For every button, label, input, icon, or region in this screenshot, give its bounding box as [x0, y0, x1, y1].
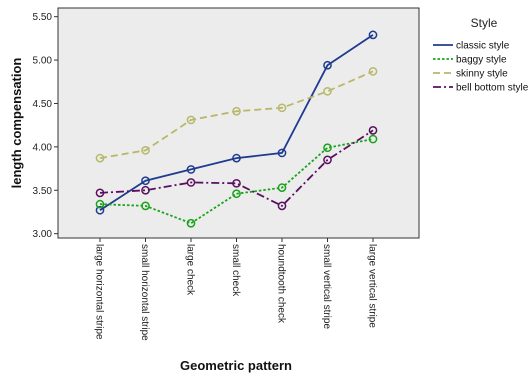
data-point — [232, 153, 241, 163]
y-tick-label: 3.50 — [33, 186, 53, 197]
x-tick-label: small horizontal stripe — [139, 244, 150, 341]
data-point — [368, 126, 378, 135]
data-point — [232, 178, 241, 188]
data-point — [277, 183, 287, 193]
data-point — [141, 185, 150, 195]
legend-label: classic style — [456, 41, 510, 52]
data-point — [95, 199, 105, 209]
data-point — [186, 115, 196, 125]
data-point — [141, 201, 150, 211]
series-line-classic-style — [99, 34, 374, 211]
series-line-bell-bottom-style — [99, 129, 374, 207]
data-point — [323, 143, 332, 153]
data-point — [232, 189, 241, 199]
data-point — [232, 106, 241, 116]
data-point — [186, 218, 196, 228]
x-tick-label: large vertical stripe — [367, 244, 378, 328]
y-tick-label: 4.50 — [33, 99, 53, 110]
data-point — [277, 103, 287, 113]
y-tick-label: 5.00 — [33, 56, 53, 67]
data-point — [141, 145, 150, 155]
series-lines — [99, 34, 374, 225]
series-line-skinny-style — [99, 70, 374, 160]
legend: Style classic style baggy style skinny sty… — [433, 16, 529, 94]
data-point — [277, 148, 287, 158]
x-axis-title: Geometric pattern — [180, 358, 292, 373]
legend-label: skinny style — [456, 69, 508, 80]
x-tick-label: small check — [230, 244, 241, 297]
data-point — [323, 60, 332, 70]
data-point — [141, 176, 150, 186]
series-line-baggy-style — [99, 138, 374, 225]
x-tick-label: small vertical stripe — [321, 244, 332, 329]
data-point — [95, 153, 105, 163]
data-point — [186, 165, 196, 174]
data-point — [368, 30, 378, 40]
legend-label: bell bottom style — [456, 83, 529, 94]
x-tick-label: large check — [185, 244, 196, 296]
x-tick-label: houndtooth check — [276, 244, 287, 324]
y-axis: 3.00 3.50 4.00 4.50 5.00 5.50 — [33, 12, 58, 240]
x-axis: large horizontal stripe small horizontal … — [94, 238, 378, 341]
data-point — [186, 178, 196, 187]
data-point — [277, 201, 287, 211]
y-axis-title: length compensation — [9, 58, 24, 189]
legend-title: Style — [471, 16, 498, 30]
y-tick-label: 4.00 — [33, 142, 53, 153]
legend-label: baggy style — [456, 55, 507, 66]
data-point — [368, 67, 378, 76]
y-tick-label: 5.50 — [33, 12, 53, 23]
x-tick-label: large horizontal stripe — [94, 244, 105, 340]
y-tick-label: 3.00 — [33, 229, 53, 240]
data-point — [323, 86, 332, 96]
series-points — [95, 30, 378, 228]
data-point — [95, 205, 105, 215]
data-point — [323, 155, 332, 165]
plot-area — [57, 7, 420, 239]
data-point — [95, 188, 105, 198]
data-point — [368, 134, 378, 144]
